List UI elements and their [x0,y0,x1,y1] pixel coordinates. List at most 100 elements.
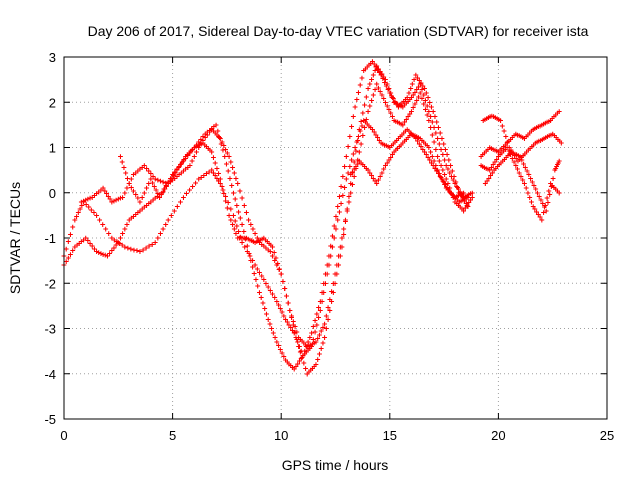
data-point: + [155,234,161,244]
data-point: + [551,183,557,193]
data-point: + [397,101,403,111]
data-point: + [96,248,102,258]
data-point: + [403,127,409,137]
data-point: + [215,127,221,137]
data-point: + [439,175,445,185]
data-point: + [557,107,563,117]
data-point: + [398,101,404,111]
data-point: + [437,129,443,139]
data-point: + [185,163,191,173]
data-point: + [278,270,284,280]
data-point: + [347,163,353,173]
data-point: + [272,257,278,267]
data-point: + [245,242,251,252]
data-point: + [312,339,318,349]
data-point: + [358,127,364,137]
data-point: + [125,174,131,184]
data-point: + [159,189,165,199]
data-point: + [351,172,357,182]
data-point: + [366,61,372,71]
data-point: + [239,194,245,204]
data-point: + [420,82,426,92]
data-point: + [537,213,543,223]
data-point: + [369,172,375,182]
data-point: + [374,180,380,190]
data-point: + [409,130,415,140]
data-point: + [247,236,253,246]
data-point: + [135,209,141,219]
data-point: + [543,119,549,129]
data-point: + [252,261,258,271]
data-point: + [458,191,464,201]
data-point: + [542,203,548,213]
data-point: + [384,82,390,92]
data-point: + [414,133,420,143]
data-point: + [421,91,427,101]
data-point: + [133,191,139,201]
data-point: + [295,360,301,370]
data-point: + [209,166,215,176]
data-point: + [140,246,146,256]
data-point: + [386,85,392,95]
data-point: + [553,185,559,195]
x-tick-label: 20 [491,428,505,443]
data-point: + [548,131,554,141]
data-point: + [197,141,203,151]
data-point: + [541,209,547,219]
data-point: + [541,134,547,144]
data-point: + [485,145,491,155]
data-point: + [120,229,126,239]
data-point: + [379,70,385,80]
data-point: + [235,180,241,190]
data-point: + [119,241,125,251]
data-point: + [436,170,442,180]
data-point: + [376,84,382,94]
data-point: + [466,199,472,209]
data-point: + [322,334,328,344]
data-point: + [433,162,439,172]
data-point: + [460,196,466,206]
data-point: + [419,95,425,105]
data-point: + [217,134,223,144]
data-point: + [427,98,433,108]
data-point: + [536,123,542,133]
data-point: + [276,301,282,311]
data-point: + [435,166,441,176]
data-point: + [68,230,74,240]
data-point: + [244,209,250,219]
data-point: + [411,104,417,114]
data-point: + [457,189,463,199]
data-point: + [228,205,234,215]
data-point: + [494,147,500,157]
data-point: + [453,194,459,204]
data-point: + [397,119,403,129]
data-point: + [553,111,559,121]
data-point: + [235,234,241,244]
data-point: + [339,234,345,244]
data-point: + [194,141,200,151]
data-point: + [128,245,134,255]
data-point: + [257,239,263,249]
data-point: + [343,216,349,226]
data-point: + [530,125,536,135]
data-point: + [122,225,128,235]
data-point: + [362,163,368,173]
data-point: + [207,126,213,136]
data-point: + [299,337,305,347]
data-point: + [219,138,225,148]
data-point: + [354,138,360,148]
data-point: + [313,361,319,371]
data-point: + [149,240,155,250]
data-point: + [456,185,462,195]
data-point: + [486,114,492,124]
data-point: + [478,162,484,172]
data-point: + [506,137,512,147]
data-point: + [371,128,377,138]
data-point: + [429,159,435,169]
data-point: + [500,122,506,132]
data-point: + [122,189,128,199]
data-point: + [510,149,516,159]
data-point: + [393,146,399,156]
data-point: + [545,133,551,143]
data-point: + [429,103,435,113]
